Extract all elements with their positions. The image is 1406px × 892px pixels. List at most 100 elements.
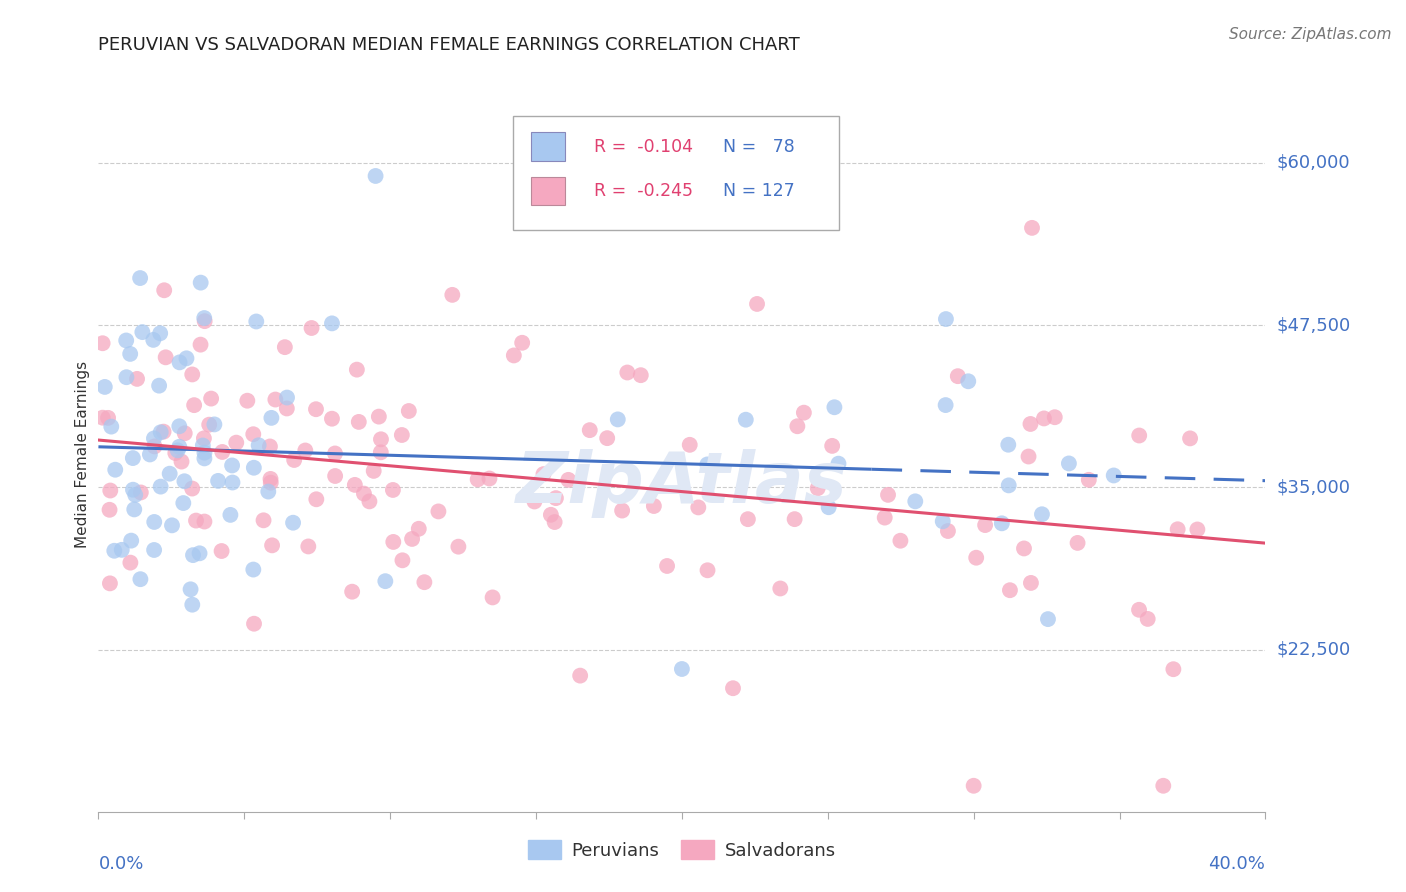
- Point: [793, 406, 815, 420]
- Point: [294, 443, 316, 458]
- Point: [991, 516, 1014, 531]
- Point: [91, 336, 114, 351]
- Point: [190, 276, 212, 290]
- Point: [260, 475, 283, 490]
- Point: [935, 312, 957, 326]
- Point: [946, 369, 969, 384]
- Point: [340, 584, 363, 599]
- Point: [367, 409, 389, 424]
- Point: [616, 366, 638, 380]
- FancyBboxPatch shape: [531, 132, 565, 161]
- Point: [1163, 662, 1185, 676]
- Point: [965, 550, 987, 565]
- FancyBboxPatch shape: [513, 116, 839, 230]
- Point: [120, 347, 142, 361]
- Point: [98, 576, 121, 591]
- Point: [578, 423, 600, 437]
- Point: [997, 478, 1019, 492]
- Point: [523, 494, 546, 508]
- Point: [823, 401, 845, 415]
- Point: [176, 351, 198, 366]
- Point: [211, 544, 233, 558]
- Text: $35,000: $35,000: [1277, 478, 1351, 496]
- FancyBboxPatch shape: [531, 177, 565, 205]
- Point: [169, 419, 191, 434]
- Point: [610, 503, 633, 517]
- Point: [274, 340, 297, 354]
- Point: [142, 432, 165, 446]
- Point: [242, 563, 264, 577]
- Point: [745, 297, 768, 311]
- Point: [343, 478, 366, 492]
- Point: [120, 556, 142, 570]
- Point: [391, 428, 413, 442]
- Legend: Peruvians, Salvadorans: Peruvians, Salvadorans: [522, 833, 842, 867]
- Point: [131, 325, 153, 339]
- Point: [98, 503, 121, 517]
- Point: [1187, 523, 1209, 537]
- Point: [121, 451, 143, 466]
- Point: [974, 518, 997, 533]
- Point: [1066, 536, 1088, 550]
- Point: [401, 532, 423, 546]
- Point: [783, 512, 806, 526]
- Point: [202, 417, 225, 432]
- Point: [544, 491, 567, 505]
- Point: [125, 372, 148, 386]
- Text: $22,500: $22,500: [1277, 640, 1351, 658]
- Text: PERUVIAN VS SALVADORAN MEDIAN FEMALE EARNINGS CORRELATION CHART: PERUVIAN VS SALVADORAN MEDIAN FEMALE EAR…: [98, 36, 800, 54]
- Point: [148, 378, 170, 392]
- Point: [181, 482, 204, 496]
- Point: [877, 488, 900, 502]
- Point: [276, 401, 298, 416]
- Point: [152, 425, 174, 439]
- Text: N =   78: N = 78: [723, 137, 794, 155]
- Point: [478, 471, 501, 485]
- Point: [1077, 473, 1099, 487]
- Text: Source: ZipAtlas.com: Source: ZipAtlas.com: [1229, 27, 1392, 42]
- Point: [413, 575, 436, 590]
- Point: [276, 391, 298, 405]
- Point: [1043, 410, 1066, 425]
- Point: [569, 668, 592, 682]
- Point: [124, 488, 146, 502]
- Point: [481, 591, 503, 605]
- Text: 0.0%: 0.0%: [98, 855, 143, 872]
- Point: [935, 398, 957, 412]
- Point: [1019, 575, 1042, 590]
- Point: [671, 662, 693, 676]
- Point: [181, 548, 204, 562]
- Point: [219, 508, 242, 522]
- Point: [1036, 612, 1059, 626]
- Point: [321, 317, 343, 331]
- Point: [183, 398, 205, 412]
- Point: [257, 484, 280, 499]
- Point: [184, 514, 207, 528]
- Point: [643, 499, 665, 513]
- Point: [533, 467, 555, 482]
- Point: [962, 779, 984, 793]
- Point: [245, 314, 267, 328]
- Point: [200, 392, 222, 406]
- Point: [827, 457, 849, 471]
- Point: [198, 417, 221, 432]
- Point: [1012, 541, 1035, 556]
- Point: [111, 542, 134, 557]
- Point: [734, 413, 756, 427]
- Point: [997, 438, 1019, 452]
- Point: [1102, 468, 1125, 483]
- Point: [932, 514, 955, 528]
- Point: [1033, 411, 1056, 425]
- Point: [165, 446, 187, 460]
- Point: [97, 410, 120, 425]
- Text: $60,000: $60,000: [1277, 154, 1350, 172]
- Text: $47,500: $47,500: [1277, 316, 1351, 334]
- Point: [98, 483, 121, 498]
- Point: [398, 404, 420, 418]
- Point: [1021, 220, 1043, 235]
- Point: [1018, 450, 1040, 464]
- Point: [347, 415, 370, 429]
- Point: [243, 616, 266, 631]
- Point: [153, 283, 176, 297]
- Point: [262, 538, 284, 552]
